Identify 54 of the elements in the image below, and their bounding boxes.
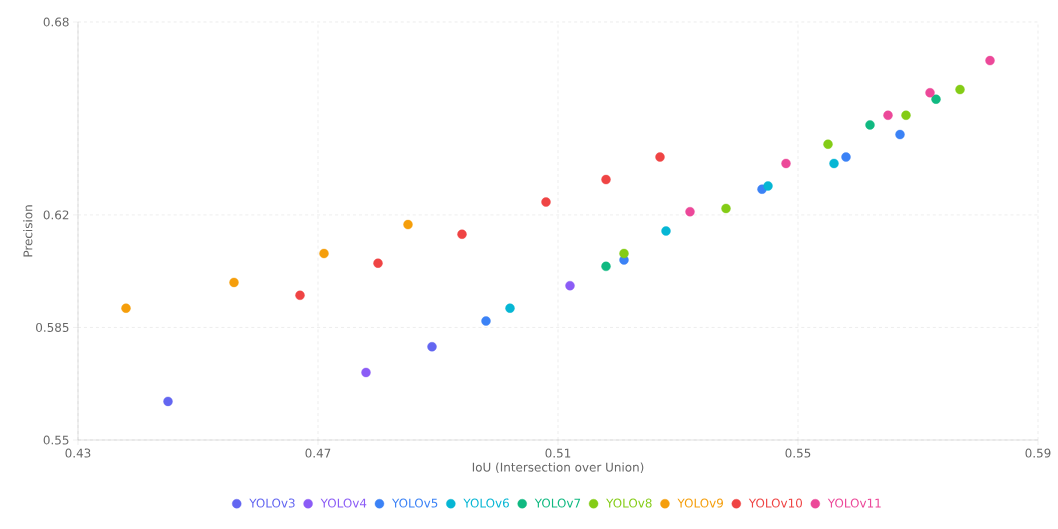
point: [481, 316, 491, 326]
point: [829, 158, 839, 169]
legend-label: YOLOv9: [677, 498, 723, 508]
point: [841, 152, 851, 162]
point: [763, 181, 773, 191]
point: [619, 248, 629, 259]
y-axis-title: Precision: [23, 205, 33, 257]
point: [901, 110, 911, 120]
point: [895, 129, 905, 140]
point: [601, 174, 611, 185]
point: [865, 120, 875, 130]
point: [661, 226, 671, 236]
point: [685, 207, 695, 217]
point: [601, 261, 611, 272]
legend-label: YOLOv3: [249, 498, 295, 508]
point: [823, 139, 833, 149]
x-tick-label: 0.51: [545, 448, 571, 458]
legend-label: YOLOv10: [748, 498, 803, 508]
y-tick-label: 0.585: [36, 322, 69, 332]
x-axis-title: IoU (Intersection over Union): [472, 462, 644, 474]
point: [955, 84, 965, 95]
x-tick-label: 0.47: [305, 448, 331, 458]
point: [295, 290, 305, 300]
y-tick-label: 0.62: [43, 210, 69, 220]
y-tick-label: 0.55: [43, 435, 69, 445]
point: [931, 94, 941, 104]
point: [655, 152, 665, 162]
y-tick-label: 0.68: [43, 17, 69, 27]
x-tick-label: 0.59: [1025, 448, 1051, 458]
x-tick-label: 0.43: [65, 448, 91, 458]
legend-label: YOLOv6: [463, 498, 509, 508]
point: [373, 258, 383, 268]
point: [883, 110, 893, 120]
point: [121, 303, 131, 313]
legend-label: YOLOv7: [534, 498, 581, 508]
point: [721, 203, 731, 214]
legend-label: YOLOv5: [391, 498, 438, 508]
point: [229, 277, 239, 288]
x-tick-label: 0.55: [785, 448, 811, 458]
point: [541, 197, 551, 207]
point: [361, 367, 371, 378]
legend-label: YOLOv8: [606, 498, 652, 508]
point: [505, 303, 515, 313]
point: [781, 158, 791, 169]
point: [163, 396, 173, 407]
point: [427, 342, 437, 352]
point: [403, 219, 413, 230]
legend-label: YOLOv4: [320, 498, 367, 508]
point: [985, 55, 995, 66]
point: [457, 229, 467, 239]
point: [925, 88, 935, 98]
point: [565, 280, 575, 291]
point: [319, 248, 329, 259]
legend-label: YOLOv11: [827, 498, 881, 508]
